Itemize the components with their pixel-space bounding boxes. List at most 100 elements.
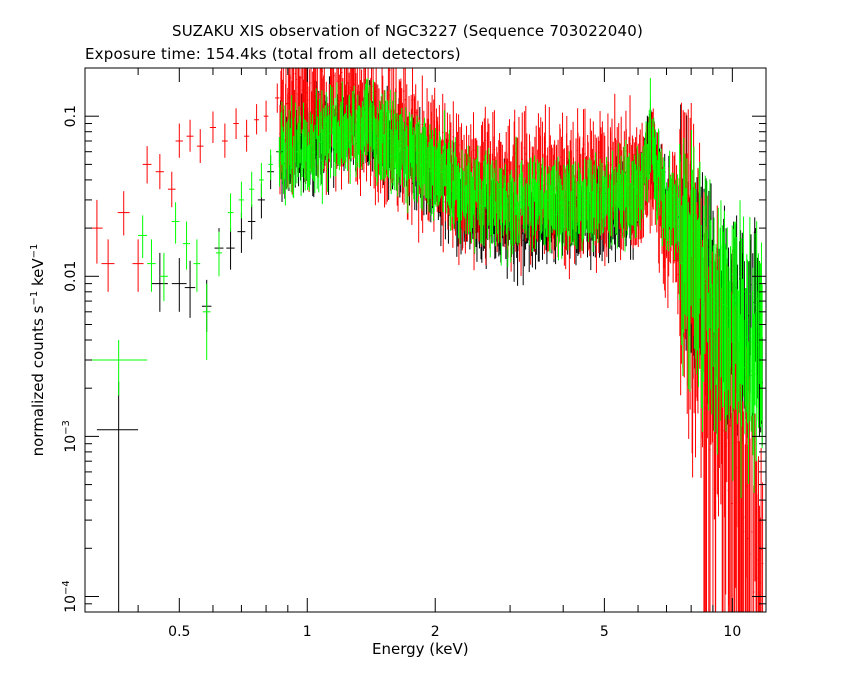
data-point [733,221,736,411]
data-point [487,164,489,217]
data-point [758,505,761,612]
data-point [530,157,532,226]
data-point [483,178,485,247]
data-point [742,411,745,612]
data-point [701,247,704,432]
data-point [282,131,285,194]
data-point [186,119,194,152]
data-point [420,133,422,209]
data-point [504,164,507,221]
x-axis-label: Energy (keV) [372,640,469,658]
y-axis-label: normalized counts s−1 keV−1 [29,215,47,485]
data-point [466,165,468,214]
data-point [756,460,758,612]
data-point [636,167,639,222]
data-point [324,105,326,156]
data-point [284,142,287,206]
data-point [292,136,295,199]
data-point [556,170,558,238]
data-point [731,413,733,612]
data-point [221,123,228,158]
data-point [331,86,333,135]
data-point [731,225,733,343]
data-point [319,68,321,133]
data-point [711,284,713,415]
data-point [738,441,740,612]
data-point [85,340,148,396]
data-point [594,152,597,229]
data-point [527,163,530,207]
data-point [628,152,630,228]
data-point [609,131,612,212]
data-point [554,160,556,230]
x-tick-label: 10 [723,624,741,640]
data-point [700,224,703,409]
data-point [320,111,322,186]
data-point [754,232,756,406]
data-point [702,205,705,382]
data-point [729,246,732,368]
data-point [574,182,577,246]
data-point [618,163,621,211]
data-point [216,231,222,277]
data-point [193,239,201,292]
data-point [521,171,523,215]
data-point [538,162,540,216]
data-point [398,115,401,177]
data-point [565,165,567,228]
data-point [285,88,290,120]
data-point [720,245,722,352]
data-point [479,178,482,244]
data-point [184,260,196,318]
data-point [407,146,409,214]
data-point [446,148,449,202]
data-point [670,178,672,230]
data-point [175,123,183,158]
data-point [306,146,309,191]
data-point [159,252,168,302]
data-point [616,172,618,249]
data-point [142,146,152,184]
data-point [576,181,578,226]
data-point [517,201,519,246]
data-point [654,129,657,200]
x-tick-label: 2 [431,624,440,640]
data-point [673,184,676,246]
data-point [227,193,234,232]
data-point [254,104,260,135]
data-point [314,124,316,193]
data-point [677,246,679,315]
data-point [425,135,428,199]
data-point [449,162,452,231]
data-point [606,163,608,216]
data-point [629,95,631,212]
data-point [568,157,571,237]
data-point [563,173,565,247]
data-point [704,175,707,280]
data-point [382,104,384,180]
data-point [755,221,758,408]
data-point [642,146,644,214]
data-point [401,117,403,165]
data-point [233,108,239,140]
data-point [403,131,405,178]
data-point [752,485,755,612]
data-point [660,148,662,201]
data-point [117,191,130,236]
data-point [312,131,315,182]
data-point [464,153,466,219]
data-point [745,346,747,578]
x-tick-label: 1 [303,624,312,640]
data-point [430,138,433,216]
data-point [579,173,582,222]
chart-subtitle: Exposure time: 154.4ks (total from all d… [85,45,461,63]
data-point [611,150,614,208]
data-point [358,105,361,169]
data-point [518,173,521,244]
data-point [454,137,457,201]
y-axis-label-mid: keV [29,258,47,291]
data-point [707,292,710,411]
data-point [299,115,301,164]
data-point [459,167,461,245]
data-point [567,173,569,251]
